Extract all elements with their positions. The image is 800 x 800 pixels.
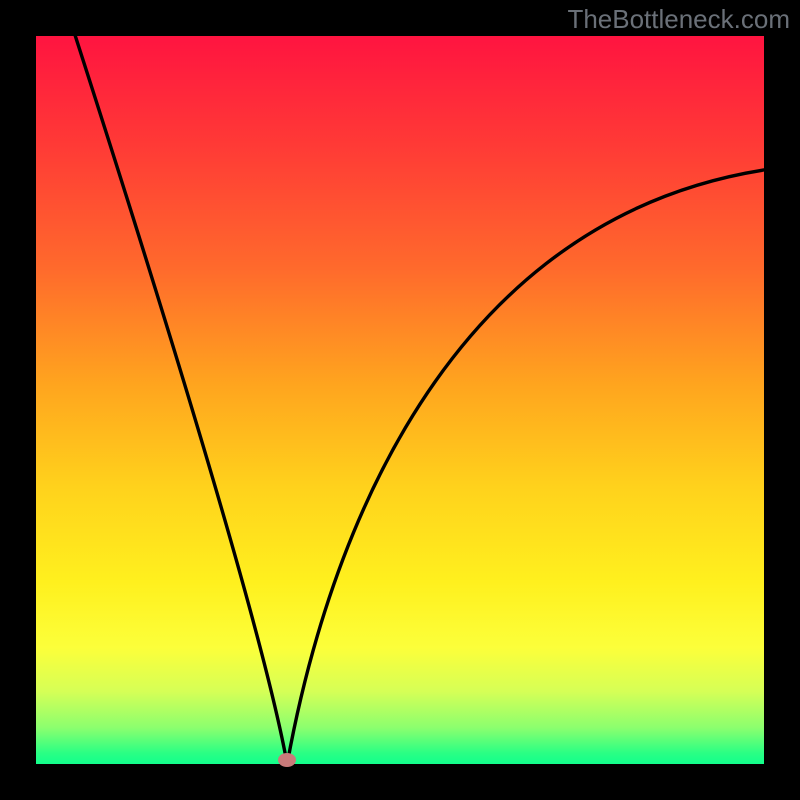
watermark-text: TheBottleneck.com: [567, 4, 790, 35]
curve-path: [75, 36, 764, 764]
chart-frame: TheBottleneck.com: [0, 0, 800, 800]
bottleneck-curve: [36, 36, 764, 764]
plot-area: [36, 36, 764, 764]
optimal-point-marker: [278, 753, 296, 767]
